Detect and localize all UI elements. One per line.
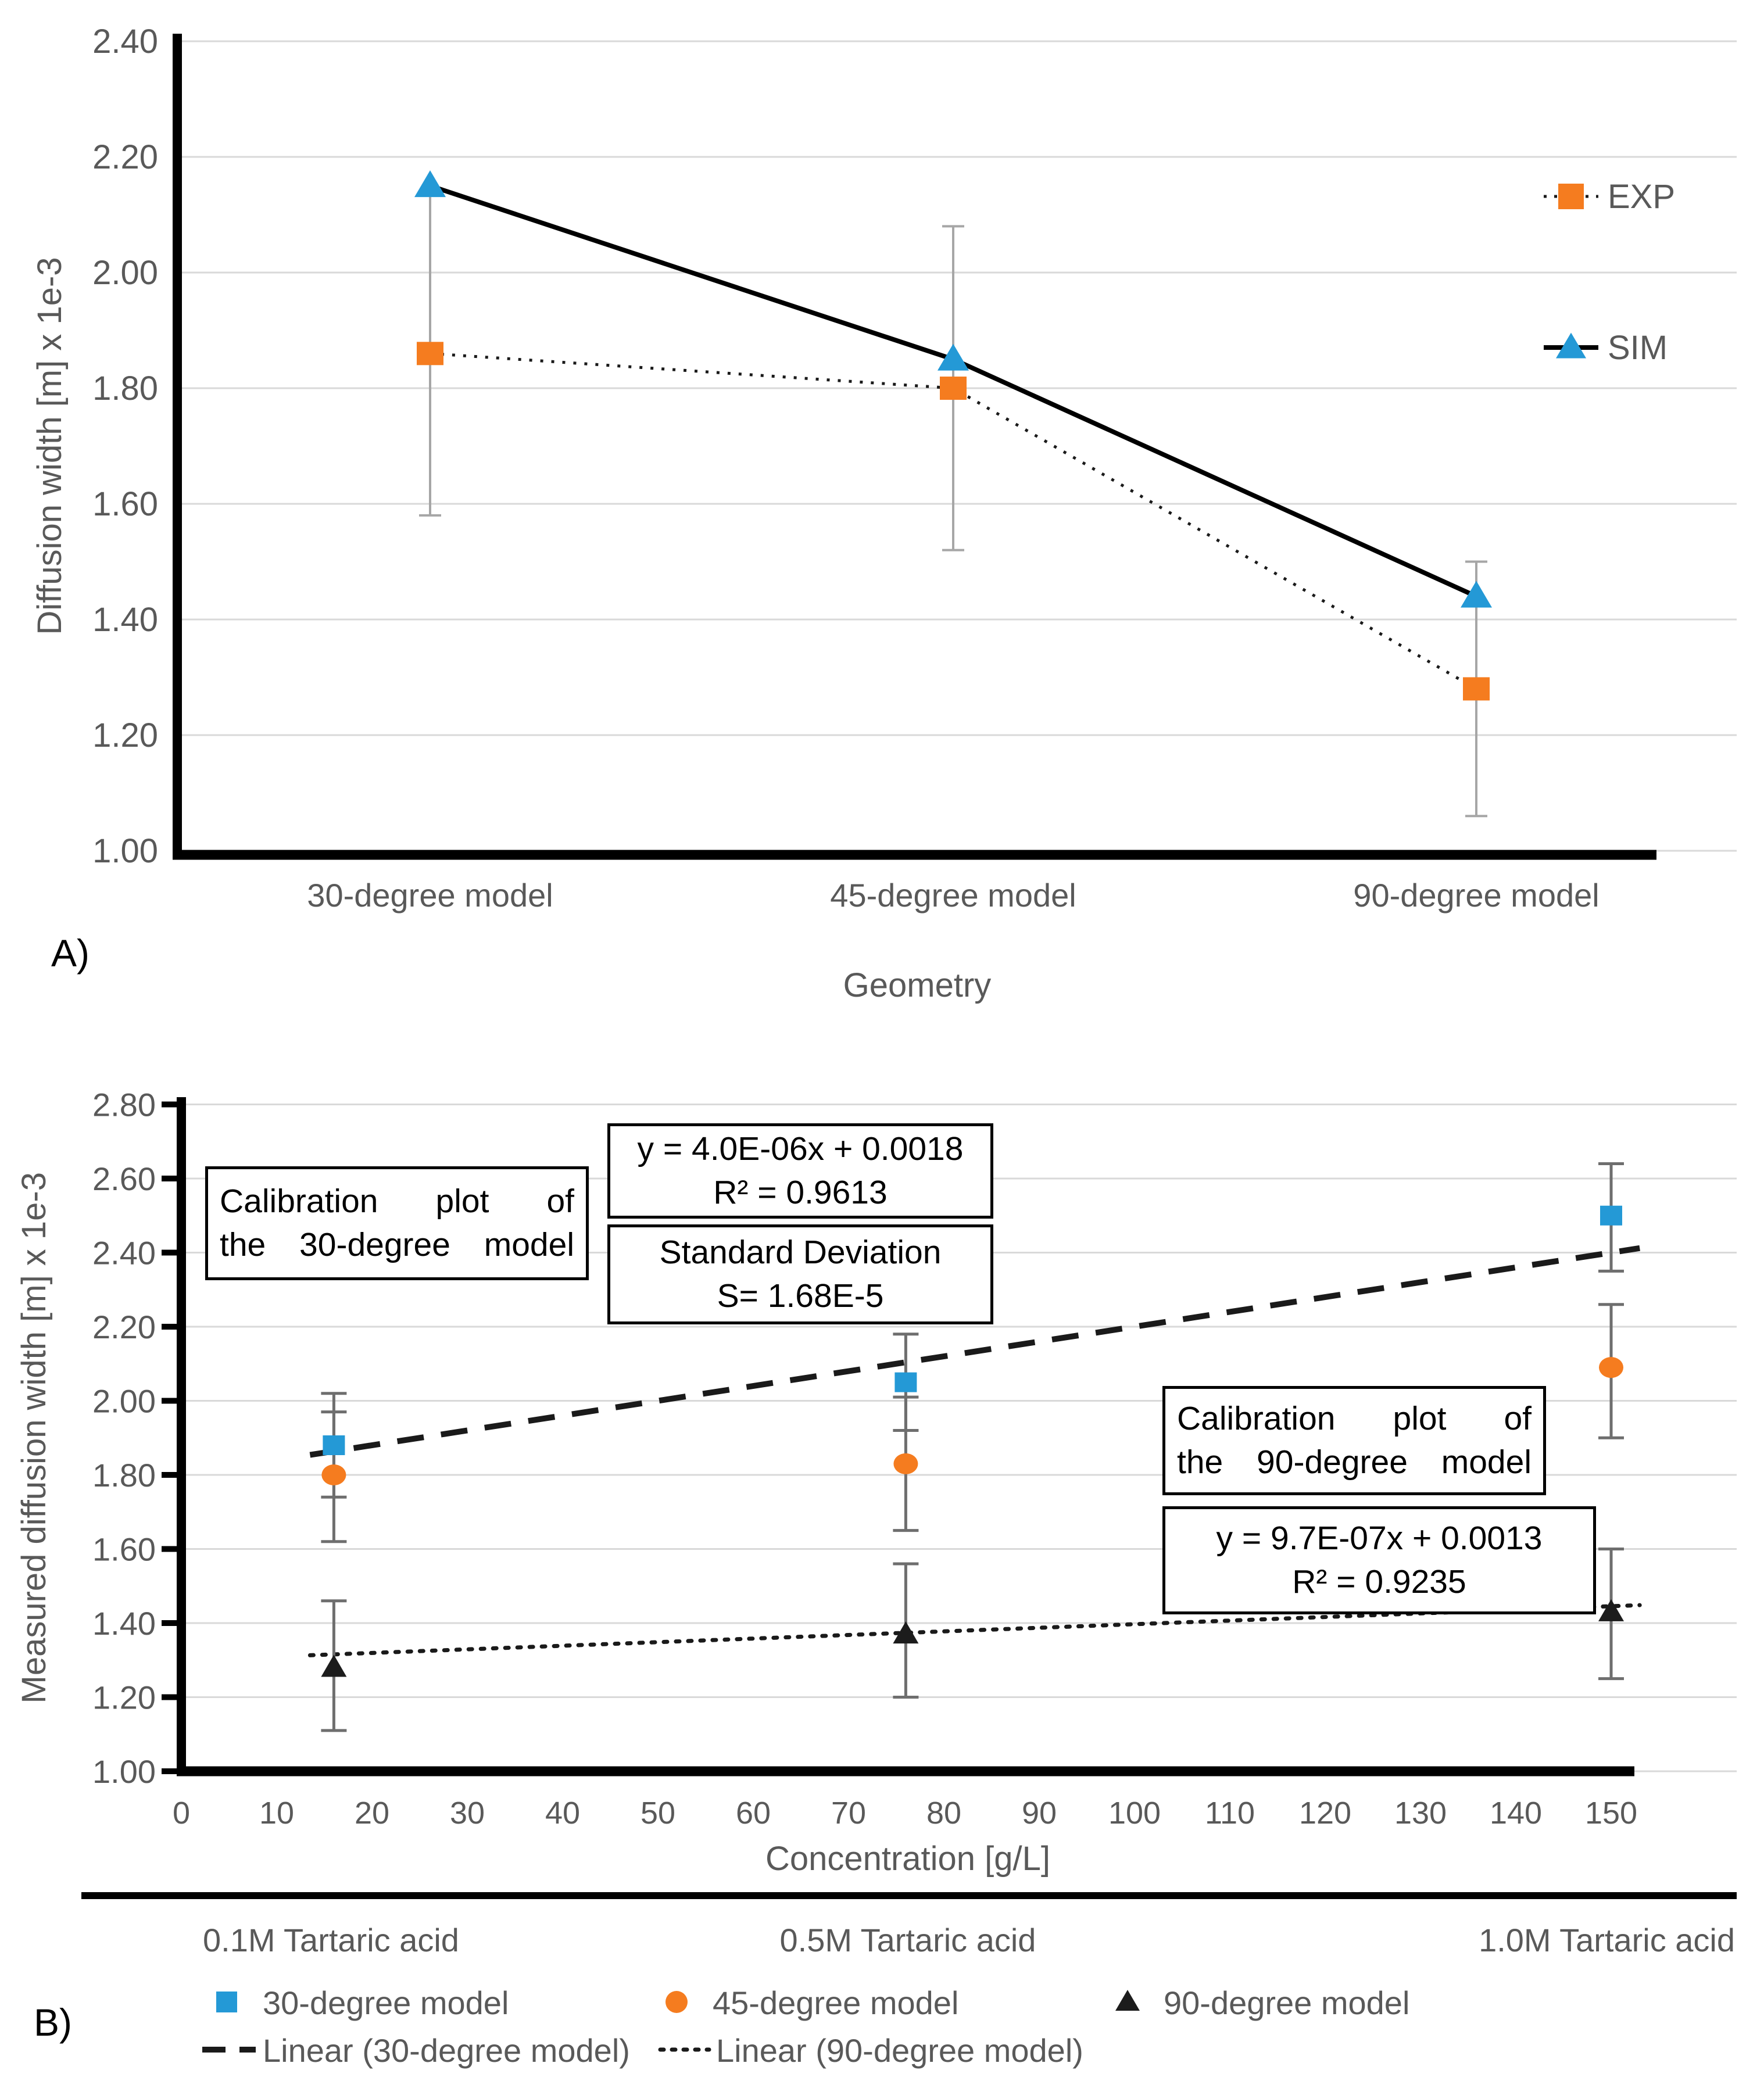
chart-b-ytick-label: 1.60 bbox=[92, 1531, 156, 1568]
panel-b-label: B) bbox=[34, 2001, 72, 2044]
annotation-box-equation-90: y = 9.7E-07x + 0.0013 R² = 0.9235 bbox=[1162, 1506, 1596, 1614]
annotation-text: Standard Deviation bbox=[659, 1233, 942, 1271]
annotation-text: y = 9.7E-07x + 0.0013 bbox=[1216, 1519, 1543, 1557]
chart-b-y-axis-title: Measured diffusion width [m] x 1e-3 bbox=[15, 1172, 53, 1704]
b-circle-marker-45 bbox=[321, 1464, 346, 1485]
tartaric-label-01M: 0.1M Tartaric acid bbox=[203, 1922, 459, 1958]
sim-triangle-marker bbox=[938, 343, 969, 371]
annotation-text: R² = 0.9613 bbox=[713, 1174, 888, 1211]
chart-a-category-label: 45-degree model bbox=[830, 877, 1076, 914]
legend-b-circle-icon bbox=[665, 1991, 688, 2013]
chart-b-ytick-label: 2.60 bbox=[92, 1161, 156, 1197]
chart-b-ytick-label: 2.00 bbox=[92, 1383, 156, 1420]
legend-b-30-label: 30-degree model bbox=[263, 1985, 509, 2021]
chart-b-xtick-label: 20 bbox=[355, 1796, 389, 1831]
chart-b-xtick-label: 60 bbox=[736, 1796, 771, 1831]
chart-a-ytick-label: 1.60 bbox=[92, 485, 158, 523]
exp-square-marker bbox=[940, 377, 967, 400]
chart-b-xtick-label: 150 bbox=[1585, 1796, 1637, 1831]
annotation-text: the 30-degree model bbox=[220, 1226, 574, 1263]
annotation-box-standard-deviation: Standard Deviation S= 1.68E-5 bbox=[607, 1224, 993, 1324]
chart-b-ytick-label: 2.40 bbox=[92, 1235, 156, 1271]
chart-b-ytick-label: 1.20 bbox=[92, 1679, 156, 1716]
chart-b-ytick-label: 1.80 bbox=[92, 1457, 156, 1493]
panel-a-label: A) bbox=[51, 932, 90, 975]
chart-b-ytick-label: 2.80 bbox=[92, 1087, 156, 1123]
b-triangle-marker-90 bbox=[893, 1621, 919, 1644]
annotation-box-calibration-30: Calibration plot of the 30-degree model bbox=[205, 1166, 589, 1280]
b-triangle-marker-90 bbox=[321, 1654, 347, 1677]
chart-b-ytick-label: 1.00 bbox=[92, 1753, 156, 1790]
annotation-text: y = 4.0E-06x + 0.0018 bbox=[637, 1130, 964, 1167]
chart-b-xtick-label: 70 bbox=[831, 1796, 866, 1831]
legend-exp-square-icon bbox=[1558, 184, 1584, 209]
chart-b-ytick-label: 1.40 bbox=[92, 1605, 156, 1642]
chart-a-category-label: 30-degree model bbox=[307, 877, 553, 914]
legend-b-90-label: 90-degree model bbox=[1164, 1985, 1409, 2021]
chart-a-y-axis-title: Diffusion width [m] x 1e-3 bbox=[31, 257, 69, 635]
b-square-marker-30 bbox=[323, 1435, 345, 1455]
chart-b-xtick-label: 110 bbox=[1205, 1796, 1255, 1831]
annotation-text: Calibration plot of bbox=[220, 1182, 574, 1220]
tartaric-label-10M: 1.0M Tartaric acid bbox=[1479, 1922, 1735, 1958]
b-circle-marker-45 bbox=[893, 1453, 918, 1474]
chart-b-xtick-label: 40 bbox=[545, 1796, 580, 1831]
chart-a-ytick-label: 2.40 bbox=[92, 23, 158, 60]
chart-a-category-label: 90-degree model bbox=[1353, 877, 1599, 914]
chart-b-xtick-label: 10 bbox=[259, 1796, 294, 1831]
chart-b-xtick-label: 30 bbox=[450, 1796, 485, 1831]
legend-b-linear90-label: Linear (90-degree model) bbox=[716, 2032, 1083, 2069]
legend-b-square-icon bbox=[216, 1992, 237, 2012]
chart-a-ytick-label: 1.80 bbox=[92, 370, 158, 407]
chart-b-xtick-label: 50 bbox=[641, 1796, 675, 1831]
exp-square-marker bbox=[417, 342, 443, 366]
legend-sim-triangle-icon bbox=[1556, 332, 1586, 359]
legend-b-45-label: 45-degree model bbox=[713, 1985, 958, 2021]
chart-a-ytick-label: 2.00 bbox=[92, 254, 158, 292]
annotation-text: the 90-degree model bbox=[1177, 1444, 1532, 1481]
sim-triangle-marker bbox=[1461, 581, 1492, 608]
chart-b-xtick-label: 100 bbox=[1108, 1796, 1161, 1831]
chart-b-ytick-label: 2.20 bbox=[92, 1309, 156, 1345]
chart-a-ytick-label: 1.40 bbox=[92, 601, 158, 639]
chart-a-ytick-label: 1.00 bbox=[92, 832, 158, 870]
b-circle-marker-45 bbox=[1599, 1357, 1623, 1378]
annotation-box-calibration-90: Calibration plot of the 90-degree model bbox=[1162, 1386, 1546, 1495]
annotation-text: R² = 0.9235 bbox=[1292, 1563, 1466, 1600]
b-triangle-marker-90 bbox=[1598, 1599, 1624, 1621]
annotation-box-equation-30: y = 4.0E-06x + 0.0018 R² = 0.9613 bbox=[607, 1123, 993, 1219]
legend-exp-label: EXP bbox=[1608, 178, 1675, 216]
chart-a-ytick-label: 1.20 bbox=[92, 717, 158, 754]
legend-b-triangle-icon bbox=[1115, 1990, 1140, 2011]
chart-a-ytick-label: 2.20 bbox=[92, 138, 158, 176]
tartaric-label-05M: 0.5M Tartaric acid bbox=[780, 1922, 1036, 1958]
legend-sim-label: SIM bbox=[1608, 329, 1668, 367]
chart-b-xtick-label: 80 bbox=[926, 1796, 961, 1831]
b-square-marker-30 bbox=[1600, 1205, 1622, 1226]
chart-a-x-axis-title: Geometry bbox=[843, 966, 992, 1004]
chart-b-xtick-label: 0 bbox=[173, 1796, 190, 1831]
legend-b-linear30-label: Linear (30-degree model) bbox=[263, 2032, 630, 2069]
chart-b-xtick-label: 120 bbox=[1299, 1796, 1351, 1831]
b-square-marker-30 bbox=[894, 1372, 917, 1392]
trendline-30-dashed bbox=[309, 1245, 1640, 1458]
chart-b-xtick-label: 130 bbox=[1394, 1796, 1447, 1831]
exp-square-marker bbox=[1463, 677, 1490, 701]
chart-b-xtick-label: 90 bbox=[1022, 1796, 1057, 1831]
annotation-text: S= 1.68E-5 bbox=[717, 1277, 884, 1314]
annotation-text: Calibration plot of bbox=[1177, 1399, 1532, 1437]
sim-triangle-marker bbox=[414, 170, 446, 198]
chart-b-x-axis-title: Concentration [g/L] bbox=[765, 1840, 1050, 1878]
chart-b-xtick-label: 140 bbox=[1490, 1796, 1542, 1831]
